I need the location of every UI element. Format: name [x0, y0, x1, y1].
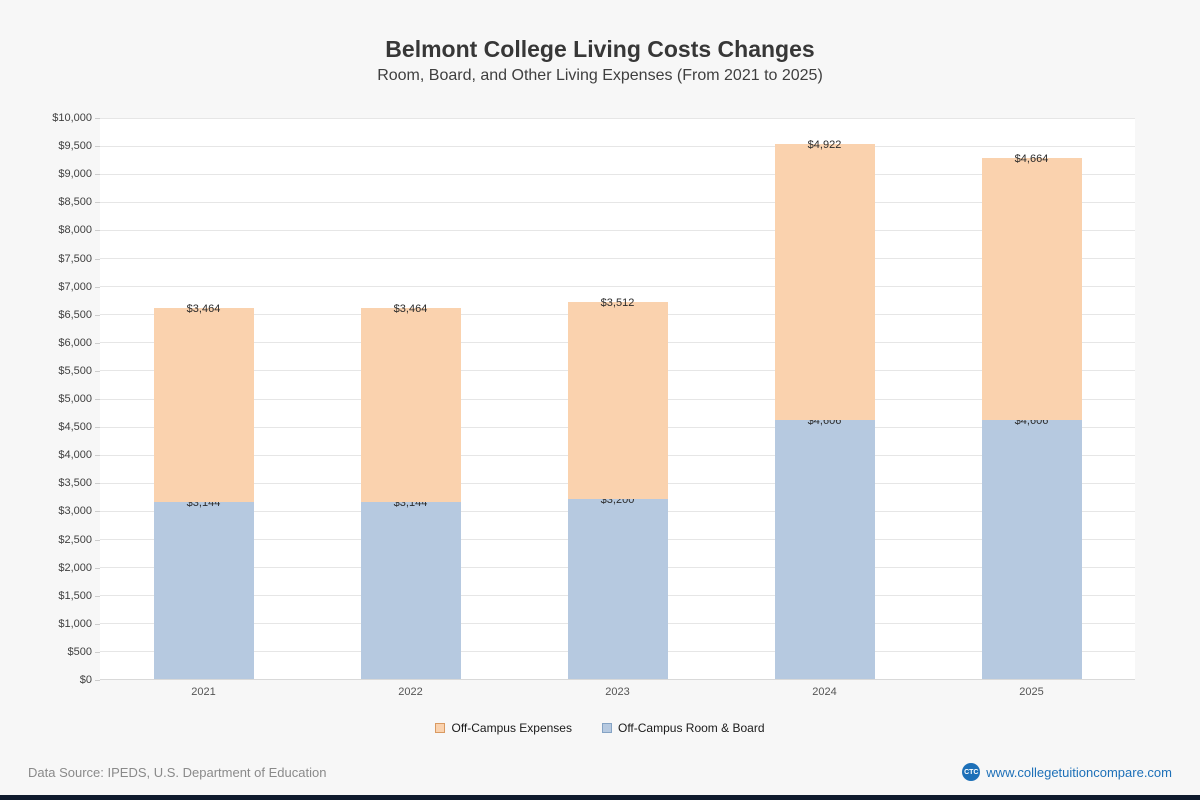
bar-segment-off-campus-room-board-2021[interactable] [153, 502, 254, 679]
y-axis-tick-mark [95, 370, 100, 372]
bar-value-label-off-campus-expenses-2023: $3,512 [600, 296, 635, 309]
bar-value-label-off-campus-room-board-2023: $3,200 [600, 494, 635, 507]
bar-segment-off-campus-room-board-2023[interactable] [567, 499, 668, 679]
chart-area: $3,144 $3,464 $3,144 $3,464 $3,200 $3,512 $4,6… [0, 112, 1200, 686]
y-axis-tick-mark [95, 680, 100, 681]
y-axis-label: $7,500 [58, 252, 92, 265]
y-axis-label: $5,000 [58, 393, 92, 405]
y-axis-tick-mark [95, 651, 100, 653]
footer: Data Source: IPEDS, U.S. Department of E… [28, 760, 1172, 784]
website-link[interactable]: CTC www.collegetuitioncompare.com [962, 763, 1172, 781]
data-source-text: Data Source: IPEDS, U.S. Department of E… [28, 764, 327, 780]
y-axis-label: $2,000 [58, 561, 92, 574]
y-axis-label: $9,000 [58, 168, 92, 181]
bar-segment-off-campus-expenses-2023[interactable] [567, 301, 668, 500]
legend-item-off-campus-expenses[interactable]: Off-Campus Expenses [435, 721, 572, 735]
gridline [100, 286, 1135, 288]
bar-value-label-off-campus-room-board-2022: $3,144 [393, 497, 428, 510]
y-axis-label: $8,000 [58, 224, 92, 237]
bottom-border [0, 795, 1200, 800]
chart-title: Belmont College Living Costs Changes [385, 36, 815, 62]
y-axis-tick-mark [95, 455, 100, 457]
bar-segment-off-campus-expenses-2024[interactable] [774, 143, 875, 421]
bar-segment-off-campus-room-board-2022[interactable] [360, 502, 461, 679]
bar-segment-off-campus-expenses-2022[interactable] [360, 307, 461, 503]
x-axis-label-2025: 2025 [1019, 686, 1044, 698]
bar-value-label-off-campus-expenses-2025: $4,664 [1014, 153, 1049, 166]
y-axis-label: $3,000 [58, 505, 92, 518]
y-axis-label: $1,500 [58, 589, 92, 602]
y-axis-tick-mark [95, 230, 100, 232]
y-axis-tick-mark [95, 286, 100, 288]
y-axis-tick-mark [95, 511, 100, 513]
chart-subtitle: Room, Board, and Other Living Expenses (… [377, 67, 823, 84]
ctc-logo-icon: CTC [962, 763, 981, 781]
legend-label-off-campus-expenses: Off-Campus Expenses [451, 721, 572, 735]
y-axis-label: $1,000 [58, 617, 92, 630]
y-axis-label: $7,000 [58, 280, 92, 293]
y-axis-tick-mark [95, 118, 100, 119]
bar-value-label-off-campus-room-board-2021: $3,144 [186, 497, 221, 510]
x-axis-label-2024: 2024 [812, 686, 837, 698]
y-axis-label: $3,500 [58, 477, 92, 490]
x-axis-label-2023: 2023 [605, 686, 630, 698]
gridline [100, 145, 1135, 147]
bar-value-label-off-campus-room-board-2024: $4,606 [807, 415, 842, 428]
y-axis-tick-mark [95, 174, 100, 176]
y-axis-label: $10,000 [52, 112, 92, 124]
plot-area: $3,144 $3,464 $3,144 $3,464 $3,200 $3,512 $4,6… [100, 117, 1135, 680]
y-axis-tick-mark [95, 399, 100, 400]
y-axis-label: $4,500 [58, 421, 92, 434]
legend-label-off-campus-room-board: Off-Campus Room & Board [617, 721, 765, 735]
y-axis-label: $500 [67, 645, 92, 658]
y-axis-tick-mark [95, 146, 100, 148]
bar-segment-off-campus-room-board-2024[interactable] [774, 420, 875, 679]
bar-value-label-off-campus-room-board-2025: $4,606 [1014, 415, 1049, 428]
y-axis-tick-mark [95, 623, 100, 625]
x-axis-label-2021: 2021 [191, 686, 216, 698]
bar-value-label-off-campus-expenses-2021: $3,464 [186, 302, 221, 315]
y-axis-tick-mark [95, 258, 100, 260]
bar-segment-off-campus-expenses-2025[interactable] [981, 158, 1082, 421]
y-axis-tick-mark [95, 202, 100, 204]
y-axis-label: $4,000 [58, 449, 92, 462]
bar-value-label-off-campus-expenses-2022: $3,464 [393, 302, 428, 315]
website-url: www.collegetuitioncompare.com [986, 764, 1172, 780]
y-axis-label: $6,500 [58, 308, 92, 321]
legend: Off-Campus Expenses Off-Campus Room & Boa… [0, 721, 1200, 735]
y-axis-tick-mark [95, 595, 100, 597]
y-axis-label: $9,500 [58, 140, 92, 153]
gridline [100, 173, 1135, 175]
bar-segment-off-campus-expenses-2021[interactable] [153, 307, 254, 503]
gridline [100, 229, 1135, 231]
gridline [100, 117, 1135, 119]
y-axis-label: $2,500 [58, 533, 92, 546]
bar-segment-off-campus-room-board-2025[interactable] [981, 420, 1082, 679]
x-axis-label-2022: 2022 [398, 686, 423, 698]
y-axis-tick-mark [95, 483, 100, 485]
y-axis-tick-mark [95, 427, 100, 429]
gridline [100, 258, 1135, 259]
y-axis-tick-mark [95, 342, 100, 344]
gridline [100, 201, 1135, 203]
y-axis-label: $5,500 [58, 364, 92, 377]
legend-item-off-campus-room-board[interactable]: Off-Campus Room & Board [601, 721, 765, 735]
y-axis-tick-mark [95, 567, 100, 569]
y-axis-label: $8,500 [58, 196, 92, 209]
y-axis-label: $6,000 [58, 336, 92, 349]
y-axis-tick-mark [95, 539, 100, 541]
legend-swatch-off-campus-expenses [435, 723, 446, 733]
bar-value-label-off-campus-expenses-2024: $4,922 [807, 138, 842, 151]
y-axis-label: $0 [79, 674, 92, 686]
legend-swatch-off-campus-room-board [601, 723, 612, 733]
x-axis: 2021 2022 2023 2024 2025 [0, 686, 1200, 702]
y-axis-tick-mark [95, 314, 100, 316]
